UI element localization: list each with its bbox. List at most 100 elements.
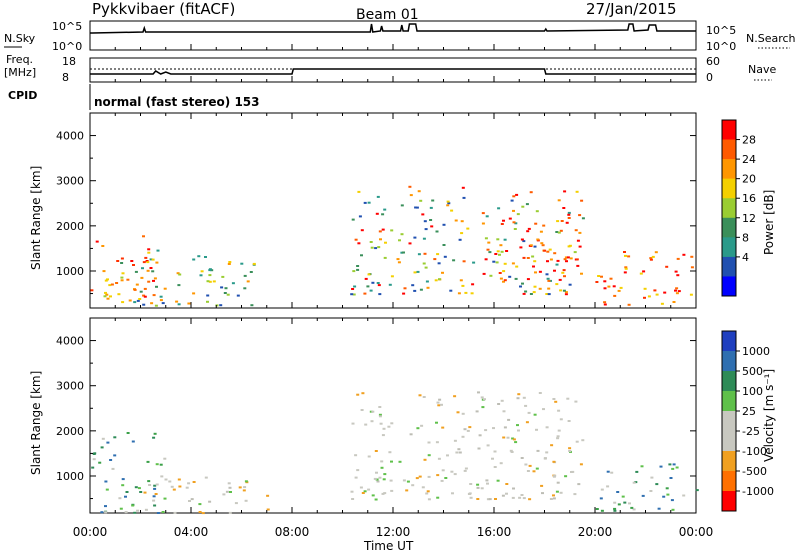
scatter-cell <box>398 460 402 463</box>
scatter-cell <box>499 462 503 465</box>
scatter-cell <box>682 253 686 256</box>
scatter-cell <box>185 486 189 489</box>
scatter-cell <box>418 475 422 478</box>
scatter-cell <box>199 274 203 277</box>
scatter-cell <box>505 250 509 252</box>
scatter-cell <box>512 195 516 198</box>
scatter-cell <box>500 250 504 253</box>
scatter-cell <box>624 266 628 269</box>
scatter-cell <box>133 511 137 514</box>
scatter-cell <box>556 220 560 223</box>
scatter-cell <box>369 289 373 292</box>
x-tick-label: 04:00 <box>174 525 209 539</box>
scatter-cell <box>627 303 631 306</box>
scatter-cell <box>104 291 107 294</box>
scatter-cell <box>574 400 578 403</box>
scatter-cell <box>437 457 441 460</box>
scatter-cell <box>600 275 603 278</box>
scatter-cell <box>457 448 461 451</box>
scatter-cell <box>431 199 435 202</box>
colorbar-tick-label: 4 <box>742 251 749 264</box>
scatter-cell <box>527 411 531 414</box>
scatter-cell <box>503 426 507 429</box>
scatter-cell <box>526 257 530 259</box>
scatter-cell <box>415 206 419 209</box>
scatter-cell <box>155 463 159 466</box>
scatter-cell <box>510 199 514 202</box>
scatter-cell <box>128 299 132 302</box>
scatter-cell <box>446 454 449 457</box>
scatter-cell <box>599 497 603 500</box>
scatter-cell <box>148 484 152 486</box>
scatter-cell <box>606 485 610 488</box>
power-y-axis: 1000 2000 3000 4000 <box>56 112 696 295</box>
scatter-cell <box>387 425 391 428</box>
colorbar-segment <box>722 391 736 412</box>
scatter-cell <box>484 429 488 432</box>
scatter-cell <box>676 257 680 260</box>
scatter-cell <box>606 470 610 473</box>
scatter-cell <box>481 212 485 215</box>
scatter-cell <box>545 273 549 276</box>
scatter-cell <box>497 207 501 210</box>
scatter-cell <box>153 432 157 435</box>
scatter-cell <box>370 420 374 423</box>
scatter-cell <box>556 435 560 438</box>
scatter-cell <box>514 222 518 225</box>
scatter-cell <box>575 190 579 193</box>
scatter-cell <box>376 282 380 284</box>
radar-title: Pykkvibaer (fitACF) <box>92 0 235 18</box>
scatter-cell <box>563 275 566 278</box>
scatter-cell <box>502 270 506 273</box>
scatter-cell <box>371 281 375 284</box>
scatter-cell <box>354 238 358 241</box>
scatter-cell <box>198 511 202 513</box>
scatter-cell <box>120 276 124 279</box>
scatter-cell <box>579 463 583 466</box>
scatter-cell <box>641 494 645 497</box>
scatter-cell <box>243 287 247 290</box>
scatter-cell <box>532 470 536 473</box>
scatter-cell <box>469 496 473 499</box>
scatter-cell <box>559 289 563 292</box>
scatter-cell <box>146 261 150 264</box>
scatter-cell <box>408 242 412 245</box>
scatter-cell <box>118 497 122 500</box>
scatter-cell <box>406 480 410 483</box>
scatter-cell <box>488 251 492 254</box>
x-tick-label: 12:00 <box>376 525 411 539</box>
scatter-cell <box>361 492 365 494</box>
scatter-cell <box>138 298 142 300</box>
scatter-cell <box>619 286 623 289</box>
scatter-cell <box>494 253 498 255</box>
scatter-cell <box>649 490 653 492</box>
scatter-cell <box>546 277 550 280</box>
scatter-cell <box>533 245 537 248</box>
scatter-cell <box>557 429 561 432</box>
scatter-cell <box>429 219 433 221</box>
colorbar-tick-label: 8 <box>742 231 749 244</box>
scatter-cell <box>152 294 156 297</box>
scatter-cell <box>153 487 157 490</box>
scatter-cell <box>635 470 639 473</box>
scatter-cell <box>436 253 440 256</box>
scatter-cell <box>427 441 431 444</box>
scatter-cell <box>424 266 428 269</box>
scatter-cell <box>545 293 549 295</box>
scatter-cell <box>351 288 355 290</box>
scatter-cell <box>155 483 159 486</box>
scatter-cell <box>206 280 210 283</box>
scatter-cell <box>555 283 559 286</box>
scatter-cell <box>135 283 139 286</box>
scatter-cell <box>456 411 460 414</box>
scatter-cell <box>105 293 109 296</box>
scatter-cell <box>555 231 559 233</box>
scatter-cell <box>208 268 212 271</box>
scatter-cell <box>632 508 636 511</box>
scatter-cell <box>132 264 135 266</box>
scatter-cell <box>367 455 371 458</box>
scatter-cell <box>413 289 417 292</box>
colorbar-tick-label: 25 <box>742 405 756 418</box>
scatter-cell <box>515 265 519 268</box>
power-scatter-field <box>90 185 694 307</box>
